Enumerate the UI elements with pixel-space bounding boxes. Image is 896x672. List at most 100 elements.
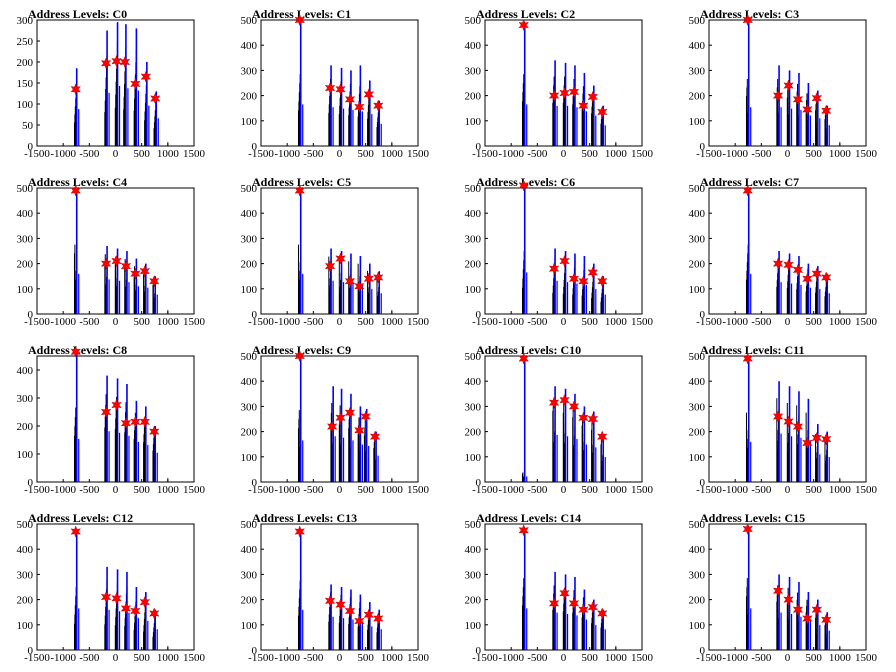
x-tick-label: -500 [751,652,772,664]
x-tick-label: 500 [581,652,598,664]
y-tick-label: 300 [689,65,706,77]
x-tick-label: -1500 [248,148,274,160]
y-tick-label: 300 [465,233,482,245]
red-star-marker [100,591,112,604]
x-tick-label: -1500 [696,148,722,160]
x-tick-label: 1500 [855,652,878,664]
x-tick-label: -500 [527,484,548,496]
panel-c13: Address Levels: C13 0 100 200 300 400 500 -1500… [241,511,430,664]
x-tick-label: -1000 [274,652,300,664]
x-tick-label: 1500 [631,148,654,160]
y-tick-label: 100 [17,99,34,111]
red-star-marker [772,410,784,423]
red-star-marker [518,352,529,365]
red-star-marker [548,396,560,409]
y-tick-label: 200 [17,421,34,433]
x-tick-label: 0 [337,148,343,160]
y-tick-label: 500 [241,15,258,27]
y-tick-label: 100 [241,284,258,296]
x-tick-label: 500 [133,484,150,496]
y-tick-label: 500 [465,519,482,531]
x-tick-label: 1500 [407,484,430,496]
red-star-marker [130,267,141,280]
red-star-marker [597,607,608,620]
panel-c15: Address Levels: C15 0 100 200 300 400 500 -1500… [689,511,878,664]
x-tick-label: 500 [357,148,374,160]
y-tick-label: 200 [689,259,706,271]
red-star-marker [578,275,589,288]
red-star-marker [100,405,112,419]
panel-title: Address Levels: C14 [476,511,581,525]
x-tick-label: 500 [805,148,822,160]
red-star-marker [324,260,336,273]
red-star-marker [802,612,813,625]
x-tick-label: -1500 [472,652,498,664]
x-tick-label: -500 [527,316,548,328]
y-tick-label: 200 [17,595,34,607]
red-star-marker [548,89,560,102]
x-tick-label: -500 [303,316,324,328]
red-star-marker [821,271,832,284]
x-tick-label: 0 [785,316,791,328]
x-tick-label: -1000 [722,148,748,160]
x-tick-label: 1500 [855,316,878,328]
red-star-marker [802,103,813,116]
x-tick-label: 1000 [829,148,852,160]
y-tick-label: 200 [689,595,706,607]
y-tick-label: 400 [689,40,706,52]
y-tick-label: 300 [689,569,706,581]
red-star-marker [792,420,804,433]
red-star-marker [802,272,813,285]
y-tick-label: 400 [17,544,34,556]
red-star-marker [70,83,81,96]
x-tick-label: 500 [133,652,150,664]
x-tick-label: -1500 [248,316,274,328]
y-tick-label: 200 [241,595,258,607]
x-tick-label: 0 [561,484,567,496]
y-tick-label: 500 [689,183,706,195]
x-tick-label: -1000 [50,316,76,328]
red-star-marker [587,412,599,426]
panel-title: Address Levels: C5 [252,175,351,189]
y-tick-label: 400 [465,544,482,556]
y-tick-label: 300 [689,233,706,245]
red-star-marker [344,604,356,617]
y-tick-label: 0 [476,645,482,657]
x-tick-label: -1000 [274,484,300,496]
panel-title: Address Levels: C12 [28,511,133,525]
x-tick-label: -1000 [498,316,524,328]
y-tick-label: 400 [689,376,706,388]
y-tick-label: 0 [252,477,258,489]
red-star-marker [363,608,375,621]
red-star-marker [559,255,570,268]
x-tick-label: 1500 [183,652,206,664]
panel-title: Address Levels: C7 [700,175,799,189]
red-star-marker [324,81,336,95]
y-tick-label: 400 [17,208,34,220]
red-star-marker [119,55,131,69]
x-tick-label: -1000 [498,484,524,496]
x-tick-label: 1000 [605,484,628,496]
y-tick-label: 300 [689,401,706,413]
red-star-marker [518,179,529,192]
x-tick-label: -1000 [50,652,76,664]
y-tick-label: 100 [241,452,258,464]
panel-title: Address Levels: C11 [700,343,804,357]
x-tick-label: -1500 [24,316,50,328]
red-star-marker [821,433,832,446]
red-star-marker [150,92,161,105]
x-tick-label: 1000 [829,484,852,496]
red-star-marker [559,87,570,100]
x-tick-label: -1000 [498,148,524,160]
red-star-marker [587,266,599,279]
red-star-marker [326,420,338,433]
red-star-marker [100,57,112,70]
x-tick-label: 500 [133,316,150,328]
y-tick-label: 300 [17,569,34,581]
red-star-marker [742,184,753,197]
x-tick-label: 1500 [855,484,878,496]
y-tick-label: 0 [700,309,706,321]
red-star-marker [578,411,589,424]
x-tick-label: 500 [357,316,374,328]
